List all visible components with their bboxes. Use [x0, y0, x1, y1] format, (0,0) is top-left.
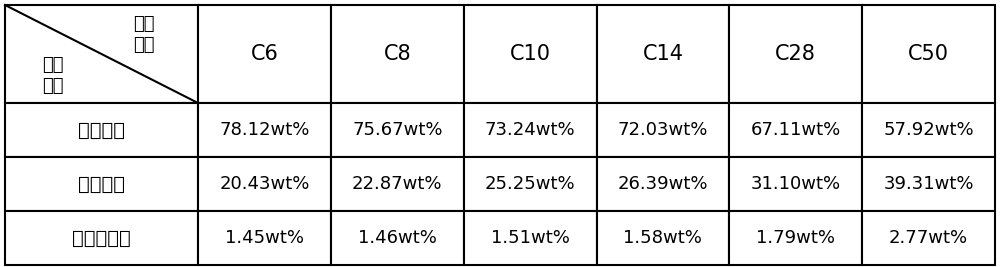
Bar	[464, 5, 596, 103]
Bar	[331, 157, 464, 211]
Text: 正构烷烂: 正构烷烂	[78, 120, 125, 139]
Text: 57.92wt%: 57.92wt%	[883, 121, 974, 139]
Bar	[729, 103, 862, 157]
Text: C50: C50	[908, 44, 949, 64]
Bar	[729, 5, 862, 103]
Bar	[862, 5, 995, 103]
Text: 39.31wt%: 39.31wt%	[883, 175, 974, 193]
Bar	[5, 211, 198, 265]
Text: 25.25wt%: 25.25wt%	[485, 175, 575, 193]
Text: 67.11wt%: 67.11wt%	[751, 121, 841, 139]
Text: 72.03wt%: 72.03wt%	[618, 121, 708, 139]
Bar	[464, 103, 596, 157]
Text: C6: C6	[250, 44, 278, 64]
Bar	[331, 103, 464, 157]
Bar	[596, 103, 729, 157]
Text: 1.45wt%: 1.45wt%	[225, 229, 304, 247]
Text: 含氧化合物: 含氧化合物	[72, 229, 131, 248]
Text: C14: C14	[642, 44, 683, 64]
Text: 22.87wt%: 22.87wt%	[352, 175, 443, 193]
Text: 31.10wt%: 31.10wt%	[751, 175, 841, 193]
Bar	[862, 157, 995, 211]
Bar	[596, 157, 729, 211]
Bar	[464, 211, 596, 265]
Bar	[862, 211, 995, 265]
Text: 73.24wt%: 73.24wt%	[485, 121, 575, 139]
Bar	[331, 5, 464, 103]
Bar	[5, 157, 198, 211]
Bar	[5, 5, 198, 103]
Bar	[198, 157, 331, 211]
Text: 原料
种类: 原料 种类	[133, 15, 155, 54]
Text: 20.43wt%: 20.43wt%	[219, 175, 310, 193]
Text: 26.39wt%: 26.39wt%	[618, 175, 708, 193]
Text: 1.58wt%: 1.58wt%	[623, 229, 702, 247]
Bar	[464, 157, 596, 211]
Text: 物质
种类: 物质 种类	[42, 56, 64, 95]
Bar	[5, 103, 198, 157]
Bar	[198, 5, 331, 103]
Bar	[862, 103, 995, 157]
Text: 1.46wt%: 1.46wt%	[358, 229, 437, 247]
Bar	[198, 103, 331, 157]
Text: C10: C10	[510, 44, 551, 64]
Bar	[596, 211, 729, 265]
Bar	[729, 211, 862, 265]
Text: 异构烷烂: 异构烷烂	[78, 175, 125, 194]
Text: 78.12wt%: 78.12wt%	[219, 121, 310, 139]
Bar	[596, 5, 729, 103]
Text: 1.79wt%: 1.79wt%	[756, 229, 835, 247]
Bar	[729, 157, 862, 211]
Text: C28: C28	[775, 44, 816, 64]
Text: C8: C8	[383, 44, 411, 64]
Bar	[198, 211, 331, 265]
Text: 2.77wt%: 2.77wt%	[889, 229, 968, 247]
Text: 75.67wt%: 75.67wt%	[352, 121, 443, 139]
Text: 1.51wt%: 1.51wt%	[491, 229, 570, 247]
Bar	[331, 211, 464, 265]
